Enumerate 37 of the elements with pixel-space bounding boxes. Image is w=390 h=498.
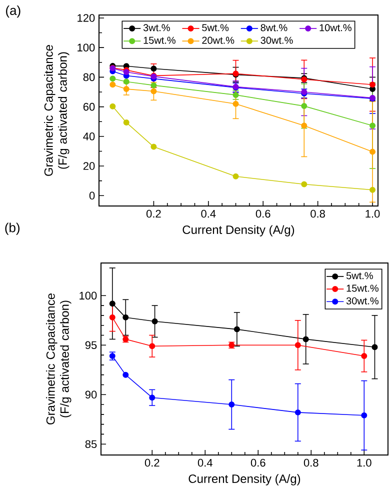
x-tick-label: 1.0: [357, 458, 372, 467]
y-tick-label: 85: [85, 440, 97, 448]
legend-label: 15wt.%: [346, 284, 379, 292]
x-tick-label: 0.4: [198, 458, 212, 467]
y-tick-label: 90: [85, 390, 97, 399]
y-axis-title: Gravimetric Capacitance (F/g activated carbon): [44, 45, 70, 176]
y-tick-label: 100: [78, 44, 95, 52]
legend-label: 3wt.%: [143, 24, 170, 32]
y-tick-label: 100: [80, 292, 97, 300]
text: (b): [5, 222, 20, 235]
y-tick-label: 60: [83, 102, 95, 111]
x-tick-label: 1.0: [366, 210, 380, 218]
y-tick-label: 20: [83, 162, 95, 170]
y-tick-label: 80: [83, 73, 95, 82]
legend-label: 5wt.%: [346, 272, 373, 280]
x-tick-label: 0.4: [201, 210, 216, 218]
y-tick-label: 40: [83, 132, 95, 140]
legend-label: 20wt.%: [202, 36, 234, 44]
x-axis-title: Current Density (A/g): [182, 225, 294, 236]
x-tick-label: 0.8: [310, 210, 325, 218]
x-tick-label: 0.2: [144, 458, 160, 467]
legend-label: 30wt.%: [346, 297, 379, 304]
legend-label: 5wt.%: [202, 24, 229, 32]
x-axis-title: Current Density (A/g): [188, 474, 300, 486]
legend-label: 8wt.%: [260, 24, 288, 32]
x-tick-label: 0.6: [250, 458, 266, 467]
legend-label: 10wt.%: [320, 24, 352, 32]
x-tick-label: 0.8: [304, 458, 318, 467]
legend-label: 30wt.%: [260, 36, 293, 44]
y-tick-label: 120: [78, 14, 95, 22]
x-tick-label: 0.2: [146, 210, 161, 218]
y-axis-title: Gravimetric Capacitance (F/g activated carbon): [46, 294, 72, 424]
text: (a): [6, 5, 20, 18]
x-tick-label: 0.6: [256, 210, 270, 218]
y-tick-label: 0: [89, 192, 95, 200]
y-tick-label: 95: [85, 341, 97, 350]
legend-label: 15wt.%: [144, 36, 176, 44]
